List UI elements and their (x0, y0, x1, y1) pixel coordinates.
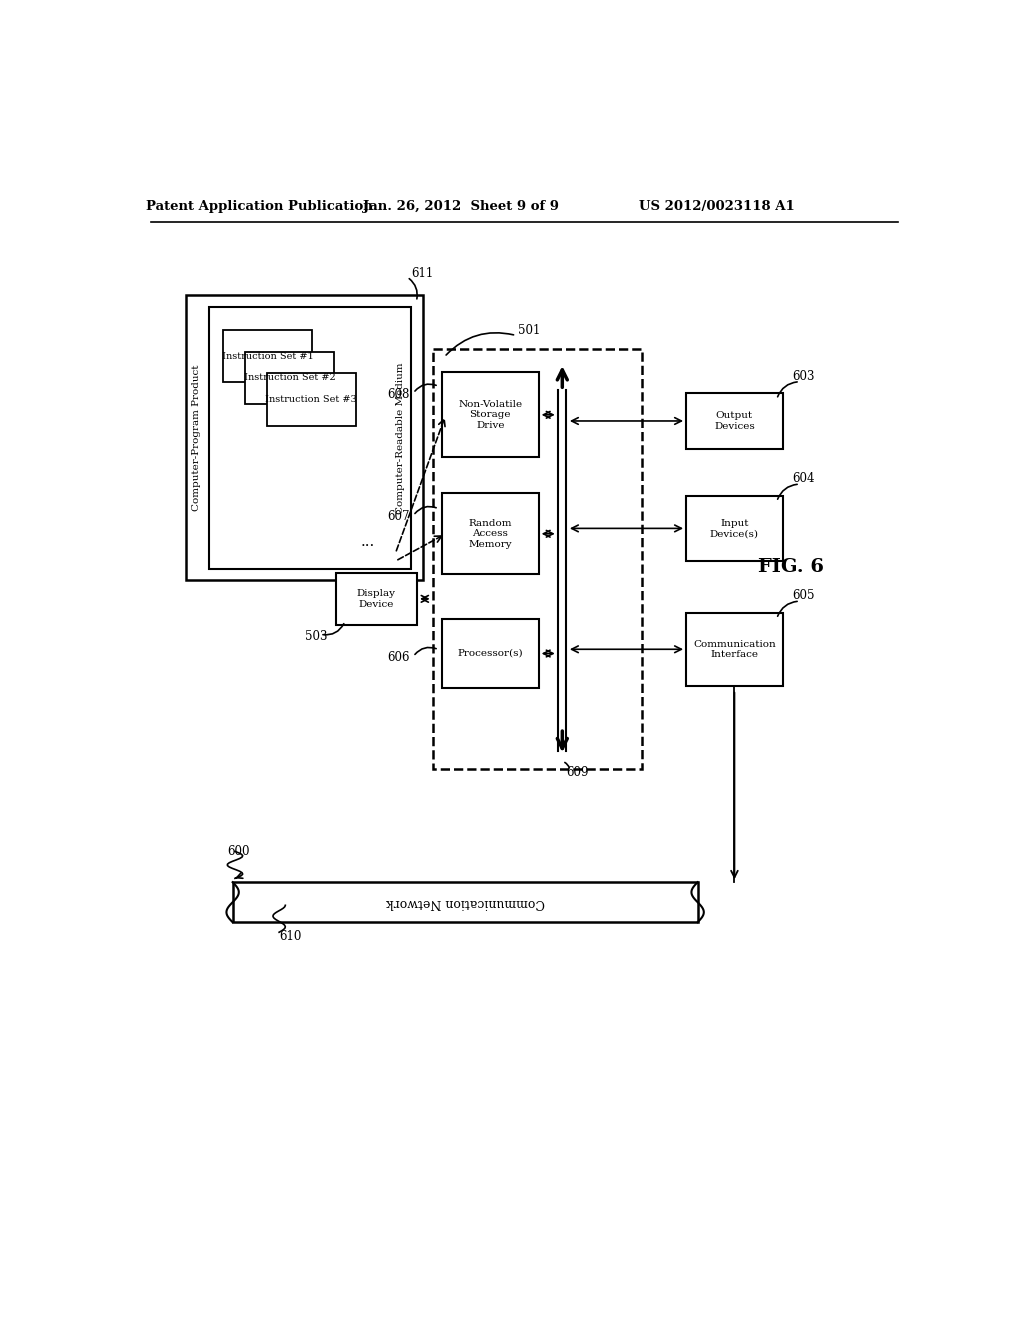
Text: 610: 610 (280, 929, 301, 942)
Text: 611: 611 (411, 268, 433, 280)
Text: Computer-Program Product: Computer-Program Product (191, 364, 201, 511)
Text: Non-Volatile
Storage
Drive: Non-Volatile Storage Drive (459, 400, 522, 430)
Bar (209, 308, 411, 569)
Bar (686, 612, 783, 686)
Text: 605: 605 (793, 589, 815, 602)
Bar (223, 330, 312, 383)
Text: FIG. 6: FIG. 6 (758, 557, 823, 576)
Text: Jan. 26, 2012  Sheet 9 of 9: Jan. 26, 2012 Sheet 9 of 9 (364, 199, 559, 213)
Text: Patent Application Publication: Patent Application Publication (146, 199, 373, 213)
Bar (232, 882, 697, 923)
Bar (336, 573, 417, 626)
Text: Instruction Set #2: Instruction Set #2 (244, 374, 336, 383)
Bar (442, 372, 539, 457)
Bar (186, 296, 423, 581)
Text: 604: 604 (793, 473, 815, 486)
Text: Display
Device: Display Device (357, 589, 396, 609)
Text: Input
Device(s): Input Device(s) (710, 519, 759, 539)
Text: Instruction Set #3: Instruction Set #3 (265, 395, 357, 404)
Text: 606: 606 (387, 651, 410, 664)
Bar (432, 350, 642, 770)
Text: Output
Devices: Output Devices (714, 412, 755, 430)
Text: Communication
Interface: Communication Interface (693, 640, 776, 659)
Text: US 2012/0023118 A1: US 2012/0023118 A1 (639, 199, 795, 213)
Text: Processor(s): Processor(s) (458, 649, 523, 657)
Text: Computer-Readable Medium: Computer-Readable Medium (396, 362, 406, 513)
Bar (686, 393, 783, 449)
Bar (442, 494, 539, 574)
Text: 607: 607 (387, 510, 410, 523)
Bar (442, 619, 539, 688)
Text: 609: 609 (566, 766, 589, 779)
Text: 503: 503 (305, 630, 328, 643)
Text: ...: ... (361, 535, 376, 549)
Bar (245, 351, 334, 404)
Text: Instruction Set #1: Instruction Set #1 (222, 352, 313, 360)
Text: 600: 600 (227, 845, 250, 858)
Bar (266, 374, 356, 425)
Text: Random
Access
Memory: Random Access Memory (469, 519, 512, 549)
Text: Communication Network: Communication Network (386, 896, 545, 908)
Text: 501: 501 (518, 323, 541, 337)
Bar (686, 496, 783, 561)
Text: 608: 608 (387, 388, 410, 400)
Text: 603: 603 (793, 370, 815, 383)
